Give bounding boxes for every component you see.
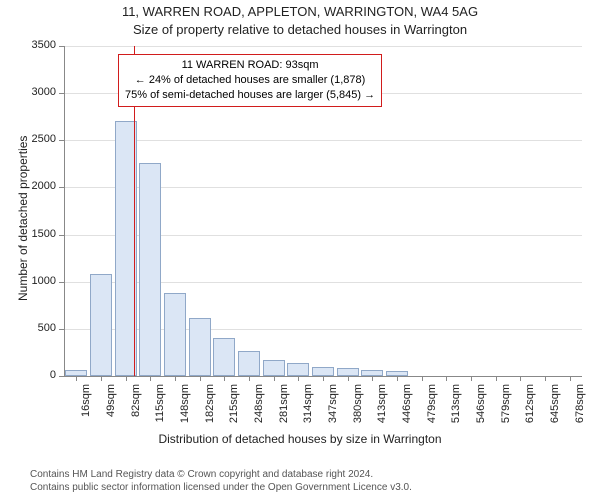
chart-title: 11, WARREN ROAD, APPLETON, WARRINGTON, W… bbox=[0, 4, 600, 19]
x-tick-mark bbox=[249, 376, 250, 381]
x-tick-mark bbox=[348, 376, 349, 381]
x-tick-mark bbox=[520, 376, 521, 381]
x-axis-label: Distribution of detached houses by size … bbox=[0, 432, 600, 446]
x-tick-mark bbox=[397, 376, 398, 381]
footer-attribution: Contains HM Land Registry data © Crown c… bbox=[30, 468, 412, 494]
histogram-bar bbox=[287, 363, 309, 376]
annotation-line-1: 11 WARREN ROAD: 93sqm bbox=[125, 58, 375, 73]
x-tick-mark bbox=[496, 376, 497, 381]
x-tick-label: 115sqm bbox=[154, 384, 166, 424]
x-tick-label: 49sqm bbox=[105, 384, 117, 424]
x-tick-mark bbox=[76, 376, 77, 381]
x-tick-mark bbox=[101, 376, 102, 381]
x-tick-label: 248sqm bbox=[253, 384, 265, 424]
x-tick-mark bbox=[175, 376, 176, 381]
x-tick-mark bbox=[545, 376, 546, 381]
chart-container: 11, WARREN ROAD, APPLETON, WARRINGTON, W… bbox=[0, 0, 600, 500]
x-tick-label: 215sqm bbox=[228, 384, 240, 424]
x-tick-label: 579sqm bbox=[500, 384, 512, 424]
x-tick-label: 182sqm bbox=[204, 384, 216, 424]
x-tick-mark bbox=[224, 376, 225, 381]
histogram-bar bbox=[213, 338, 235, 376]
x-tick-label: 413sqm bbox=[376, 384, 388, 424]
x-tick-mark bbox=[323, 376, 324, 381]
annotation-box: 11 WARREN ROAD: 93sqm ← 24% of detached … bbox=[118, 54, 382, 107]
chart-subtitle: Size of property relative to detached ho… bbox=[0, 22, 600, 37]
histogram-bar bbox=[189, 318, 211, 376]
x-tick-mark bbox=[446, 376, 447, 381]
histogram-bar bbox=[139, 163, 161, 376]
grid-line bbox=[64, 46, 582, 47]
x-tick-label: 546sqm bbox=[475, 384, 487, 424]
histogram-bar bbox=[238, 351, 260, 376]
annotation-line-3: 75% of semi-detached houses are larger (… bbox=[125, 88, 375, 103]
y-tick-label: 1500 bbox=[24, 228, 56, 240]
y-tick-label: 2000 bbox=[24, 180, 56, 192]
footer-line-2: Contains public sector information licen… bbox=[30, 481, 412, 494]
x-tick-label: 148sqm bbox=[179, 384, 191, 424]
histogram-bar bbox=[337, 368, 359, 376]
histogram-bar bbox=[312, 367, 334, 376]
x-tick-mark bbox=[200, 376, 201, 381]
x-tick-mark bbox=[126, 376, 127, 381]
y-tick-label: 500 bbox=[24, 322, 56, 334]
x-tick-mark bbox=[274, 376, 275, 381]
y-tick-label: 3000 bbox=[24, 86, 56, 98]
x-tick-label: 446sqm bbox=[401, 384, 413, 424]
x-tick-label: 479sqm bbox=[426, 384, 438, 424]
y-tick-label: 2500 bbox=[24, 133, 56, 145]
x-tick-label: 347sqm bbox=[327, 384, 339, 424]
x-tick-label: 380sqm bbox=[352, 384, 364, 424]
histogram-bar bbox=[263, 360, 285, 376]
histogram-bar bbox=[164, 293, 186, 376]
x-tick-label: 678sqm bbox=[574, 384, 586, 424]
x-tick-mark bbox=[422, 376, 423, 381]
y-tick-label: 3500 bbox=[24, 39, 56, 51]
x-tick-mark bbox=[150, 376, 151, 381]
x-tick-mark bbox=[298, 376, 299, 381]
histogram-bar bbox=[90, 274, 112, 376]
x-tick-mark bbox=[372, 376, 373, 381]
x-tick-label: 314sqm bbox=[302, 384, 314, 424]
x-tick-label: 281sqm bbox=[278, 384, 290, 424]
y-tick-label: 1000 bbox=[24, 275, 56, 287]
x-tick-mark bbox=[471, 376, 472, 381]
x-tick-mark bbox=[570, 376, 571, 381]
footer-line-1: Contains HM Land Registry data © Crown c… bbox=[30, 468, 412, 481]
x-tick-label: 645sqm bbox=[549, 384, 561, 424]
y-tick-label: 0 bbox=[24, 369, 56, 381]
annotation-line-2: ← 24% of detached houses are smaller (1,… bbox=[125, 73, 375, 88]
x-tick-label: 82sqm bbox=[130, 384, 142, 424]
x-tick-label: 16sqm bbox=[80, 384, 92, 424]
x-tick-label: 612sqm bbox=[524, 384, 536, 424]
grid-line bbox=[64, 140, 582, 141]
y-axis-line bbox=[64, 46, 65, 376]
x-tick-label: 513sqm bbox=[450, 384, 462, 424]
